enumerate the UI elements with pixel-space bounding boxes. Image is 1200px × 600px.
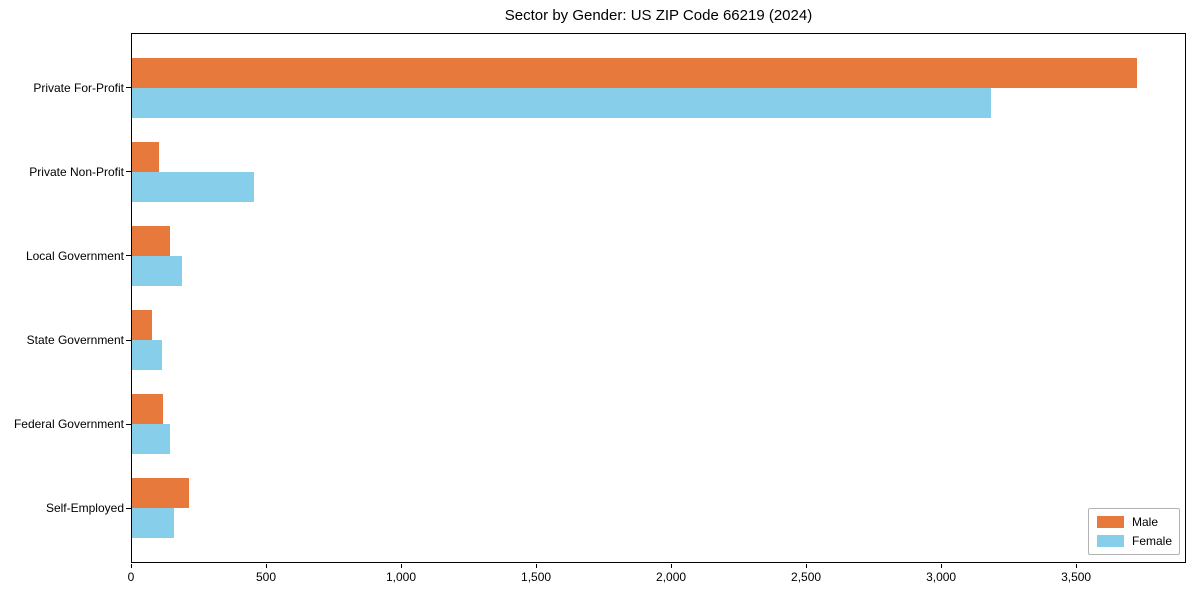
- x-tick-3000: [941, 564, 943, 568]
- legend-item-female: Female: [1097, 534, 1173, 548]
- y-tick-private-non-profit: [126, 171, 131, 173]
- x-tick-500: [266, 564, 267, 568]
- legend: Male Female: [1088, 508, 1180, 555]
- legend-swatch-female: [1097, 535, 1124, 547]
- x-tick-label-2000: 2,000: [656, 570, 687, 584]
- y-tick-state-government: [126, 339, 131, 341]
- x-tick-label-0: 0: [127, 570, 135, 584]
- y-tick-label-federal-government: Federal Government: [13, 417, 124, 432]
- y-tick-label-private-for-profit: Private For-Profit: [33, 80, 124, 95]
- bar-female-self-employed: [132, 508, 174, 539]
- x-tick-2500: [806, 564, 808, 568]
- legend-label-female: Female: [1132, 534, 1173, 548]
- bar-female-local-government: [132, 255, 182, 286]
- x-tick-1500: [536, 564, 538, 568]
- bar-male-federal-government: [132, 394, 163, 425]
- x-tick-2000: [671, 564, 673, 568]
- x-tick-label-1500: 1,500: [521, 570, 552, 584]
- y-tick-private-for-profit: [126, 87, 131, 89]
- bar-male-local-government: [132, 225, 170, 256]
- bar-female-state-government: [132, 340, 162, 371]
- bar-female-federal-government: [132, 424, 170, 455]
- chart-title: Sector by Gender: US ZIP Code 66219 (202…: [504, 7, 813, 24]
- x-tick-3500: [1076, 564, 1078, 568]
- bar-male-state-government: [132, 310, 152, 341]
- bar-female-private-non-profit: [132, 171, 254, 202]
- y-tick-label-self-employed: Self-Employed: [45, 501, 124, 516]
- x-tick-label-1000: 1,000: [386, 570, 417, 584]
- bar-male-self-employed: [132, 478, 189, 509]
- y-tick-self-employed: [126, 507, 131, 509]
- plot-area: [131, 33, 1186, 563]
- y-tick-label-state-government: State Government: [26, 333, 124, 348]
- x-tick-label-3000: 3,000: [926, 570, 957, 584]
- x-tick-0: [131, 564, 132, 568]
- y-tick-label-private-non-profit: Private Non-Profit: [29, 164, 124, 179]
- legend-label-male: Male: [1132, 515, 1159, 529]
- y-tick-local-government: [126, 255, 131, 257]
- x-tick-label-3500: 3,500: [1061, 570, 1092, 584]
- y-tick-label-local-government: Local Government: [25, 248, 124, 263]
- legend-item-male: Male: [1097, 515, 1171, 529]
- x-tick-label-2500: 2,500: [791, 570, 822, 584]
- x-tick-1000: [401, 564, 403, 568]
- bar-male-private-non-profit: [132, 141, 159, 172]
- x-tick-label-500: 500: [255, 570, 277, 584]
- legend-swatch-male: [1097, 516, 1124, 528]
- y-tick-federal-government: [126, 423, 131, 425]
- bar-female-private-for-profit: [132, 87, 991, 118]
- bar-male-private-for-profit: [132, 57, 1137, 88]
